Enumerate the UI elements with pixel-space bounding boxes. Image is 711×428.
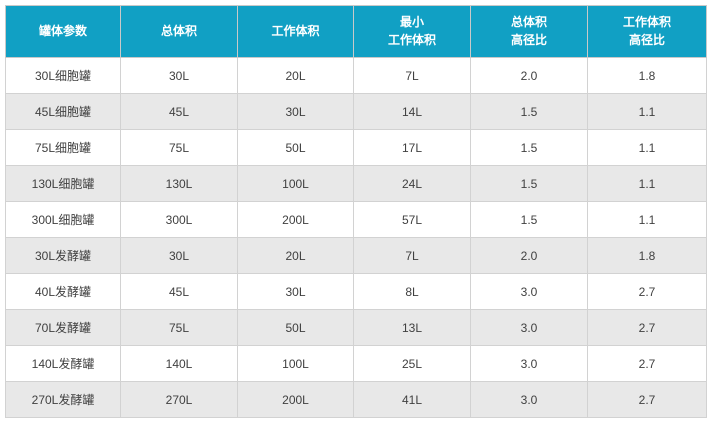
value-cell: 3.0 bbox=[470, 381, 588, 418]
value-cell: 1.5 bbox=[470, 93, 588, 130]
value-cell: 200L bbox=[237, 201, 354, 238]
value-cell: 45L bbox=[120, 93, 238, 130]
value-cell: 3.0 bbox=[470, 345, 588, 382]
value-cell: 50L bbox=[237, 129, 354, 166]
table-header-row: 罐体参数 总体积 工作体积 最小 工作体积 总体积 高径比 工作体积 高径比 bbox=[5, 5, 707, 58]
value-cell: 3.0 bbox=[470, 273, 588, 310]
value-cell: 2.0 bbox=[470, 237, 588, 274]
tank-name-cell: 300L细胞罐 bbox=[5, 201, 121, 238]
value-cell: 1.1 bbox=[587, 129, 707, 166]
table-row: 130L细胞罐 130L 100L 24L 1.5 1.1 bbox=[5, 165, 707, 202]
value-cell: 20L bbox=[237, 57, 354, 94]
value-cell: 2.7 bbox=[587, 273, 707, 310]
value-cell: 100L bbox=[237, 345, 354, 382]
value-cell: 20L bbox=[237, 237, 354, 274]
table-row: 30L发酵罐 30L 20L 7L 2.0 1.8 bbox=[5, 237, 707, 274]
table-row: 40L发酵罐 45L 30L 8L 3.0 2.7 bbox=[5, 273, 707, 310]
column-header: 工作体积 bbox=[237, 5, 354, 58]
value-cell: 1.1 bbox=[587, 93, 707, 130]
table-row: 70L发酵罐 75L 50L 13L 3.0 2.7 bbox=[5, 309, 707, 346]
tank-name-cell: 75L细胞罐 bbox=[5, 129, 121, 166]
tank-name-cell: 45L细胞罐 bbox=[5, 93, 121, 130]
column-header: 工作体积 高径比 bbox=[587, 5, 707, 58]
column-header: 总体积 高径比 bbox=[470, 5, 588, 58]
value-cell: 57L bbox=[353, 201, 471, 238]
value-cell: 100L bbox=[237, 165, 354, 202]
tank-name-cell: 30L细胞罐 bbox=[5, 57, 121, 94]
value-cell: 30L bbox=[237, 273, 354, 310]
value-cell: 270L bbox=[120, 381, 238, 418]
value-cell: 1.5 bbox=[470, 201, 588, 238]
value-cell: 30L bbox=[120, 237, 238, 274]
value-cell: 75L bbox=[120, 129, 238, 166]
value-cell: 7L bbox=[353, 57, 471, 94]
value-cell: 2.7 bbox=[587, 345, 707, 382]
value-cell: 50L bbox=[237, 309, 354, 346]
tank-name-cell: 270L发酵罐 bbox=[5, 381, 121, 418]
value-cell: 30L bbox=[237, 93, 354, 130]
value-cell: 2.0 bbox=[470, 57, 588, 94]
value-cell: 30L bbox=[120, 57, 238, 94]
value-cell: 8L bbox=[353, 273, 471, 310]
tank-spec-table: 罐体参数 总体积 工作体积 最小 工作体积 总体积 高径比 工作体积 高径比 30L细胞罐… bbox=[5, 5, 707, 418]
column-header: 总体积 bbox=[120, 5, 238, 58]
column-header: 最小 工作体积 bbox=[353, 5, 471, 58]
value-cell: 1.1 bbox=[587, 201, 707, 238]
table-row: 300L细胞罐 300L 200L 57L 1.5 1.1 bbox=[5, 201, 707, 238]
tank-name-cell: 40L发酵罐 bbox=[5, 273, 121, 310]
value-cell: 7L bbox=[353, 237, 471, 274]
tank-name-cell: 140L发酵罐 bbox=[5, 345, 121, 382]
table-row: 30L细胞罐 30L 20L 7L 2.0 1.8 bbox=[5, 57, 707, 94]
value-cell: 45L bbox=[120, 273, 238, 310]
value-cell: 200L bbox=[237, 381, 354, 418]
table-row: 140L发酵罐 140L 100L 25L 3.0 2.7 bbox=[5, 345, 707, 382]
table-header: 罐体参数 总体积 工作体积 最小 工作体积 总体积 高径比 工作体积 高径比 bbox=[5, 5, 707, 58]
tank-name-cell: 70L发酵罐 bbox=[5, 309, 121, 346]
value-cell: 75L bbox=[120, 309, 238, 346]
table-row: 45L细胞罐 45L 30L 14L 1.5 1.1 bbox=[5, 93, 707, 130]
value-cell: 300L bbox=[120, 201, 238, 238]
value-cell: 13L bbox=[353, 309, 471, 346]
value-cell: 3.0 bbox=[470, 309, 588, 346]
value-cell: 1.5 bbox=[470, 165, 588, 202]
value-cell: 24L bbox=[353, 165, 471, 202]
value-cell: 1.5 bbox=[470, 129, 588, 166]
value-cell: 25L bbox=[353, 345, 471, 382]
value-cell: 130L bbox=[120, 165, 238, 202]
tank-name-cell: 30L发酵罐 bbox=[5, 237, 121, 274]
value-cell: 1.8 bbox=[587, 57, 707, 94]
value-cell: 17L bbox=[353, 129, 471, 166]
value-cell: 140L bbox=[120, 345, 238, 382]
value-cell: 1.8 bbox=[587, 237, 707, 274]
value-cell: 14L bbox=[353, 93, 471, 130]
table-row: 75L细胞罐 75L 50L 17L 1.5 1.1 bbox=[5, 129, 707, 166]
table-row: 270L发酵罐 270L 200L 41L 3.0 2.7 bbox=[5, 381, 707, 418]
table-body: 30L细胞罐 30L 20L 7L 2.0 1.8 45L细胞罐 45L 30L 14L 1.5 1.… bbox=[5, 57, 707, 418]
column-header: 罐体参数 bbox=[5, 5, 121, 58]
value-cell: 2.7 bbox=[587, 309, 707, 346]
value-cell: 2.7 bbox=[587, 381, 707, 418]
value-cell: 1.1 bbox=[587, 165, 707, 202]
tank-name-cell: 130L细胞罐 bbox=[5, 165, 121, 202]
value-cell: 41L bbox=[353, 381, 471, 418]
